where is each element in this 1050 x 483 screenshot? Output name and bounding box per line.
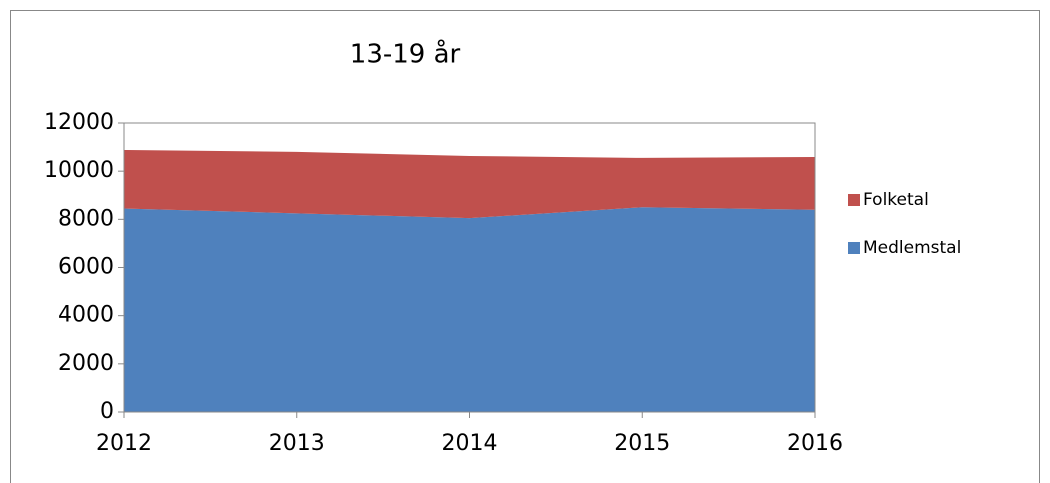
x-tick-label: 2016 xyxy=(787,431,843,456)
area xyxy=(124,207,815,412)
legend-label: Medlemstal xyxy=(863,238,961,258)
y-tick-label: 8000 xyxy=(58,206,114,231)
legend-swatch xyxy=(848,242,860,254)
y-tick-label: 0 xyxy=(100,399,114,424)
y-tick-label: 6000 xyxy=(58,255,114,280)
legend-swatch xyxy=(848,194,860,206)
y-tick-label: 12000 xyxy=(44,110,114,135)
y-tick-label: 2000 xyxy=(58,351,114,376)
legend-label: Folketal xyxy=(863,190,929,210)
y-tick-label: 4000 xyxy=(58,303,114,328)
x-tick-label: 2012 xyxy=(96,431,152,456)
y-tick-label: 10000 xyxy=(44,158,114,183)
area xyxy=(124,149,815,219)
x-tick-label: 2015 xyxy=(614,431,670,456)
x-tick-label: 2014 xyxy=(442,431,498,456)
chart-title: 13-19 år xyxy=(350,39,461,70)
x-tick-label: 2013 xyxy=(269,431,325,456)
